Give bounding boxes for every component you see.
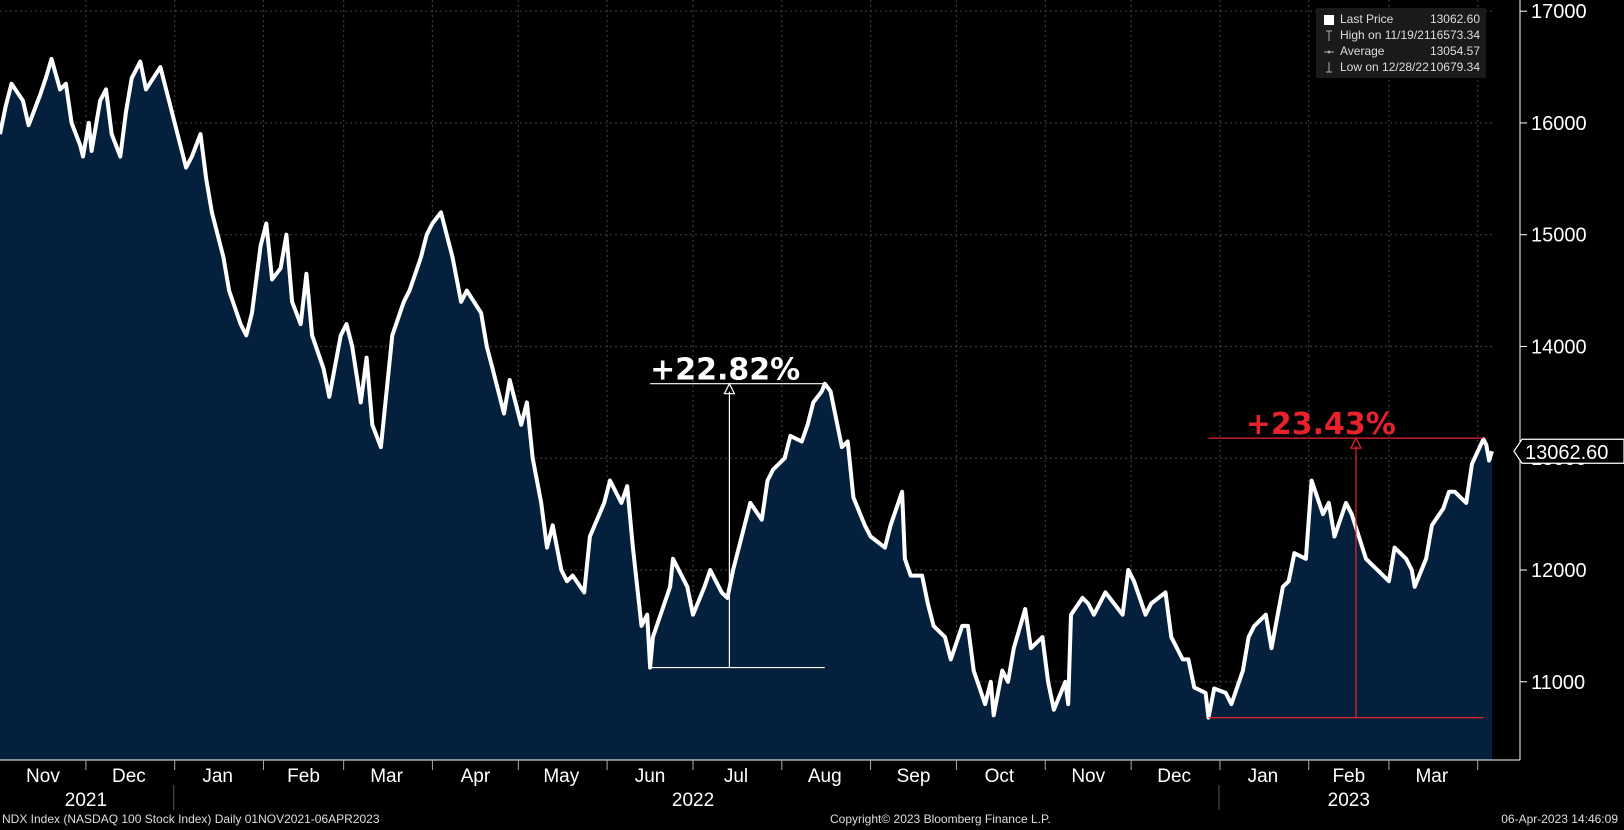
month-label: Oct (985, 766, 1015, 787)
legend-value: 10679.34 (1429, 60, 1480, 74)
year-label: 2021 (65, 790, 107, 811)
y-tick-label: 14000 (1531, 336, 1587, 358)
y-tick-label: 17000 (1531, 1, 1587, 23)
month-label: Sep (897, 766, 931, 787)
annotations: +22.82% +23.43% (650, 353, 1484, 719)
month-label: Dec (112, 766, 146, 787)
month-label: Jun (635, 766, 666, 787)
last-price-box (1513, 438, 1624, 464)
month-label: Apr (461, 766, 491, 787)
month-label: Feb (287, 766, 320, 787)
legend-value: 16573.34 (1429, 28, 1480, 42)
last-price-marker: 13062.60 (1513, 438, 1624, 464)
month-label: Aug (808, 766, 842, 787)
footer-security-info: NDX Index (NASDAQ 100 Stock Index) Daily… (2, 812, 380, 826)
y-tick-label: 12000 (1531, 560, 1587, 582)
month-label: Feb (1332, 766, 1365, 787)
month-label: Jan (202, 766, 233, 787)
high-marker-icon (1326, 30, 1332, 41)
month-label: Jan (1248, 766, 1279, 787)
month-label: Nov (1071, 766, 1105, 787)
y-tick-label: 16000 (1531, 113, 1587, 135)
average-marker-icon (1324, 50, 1334, 54)
annotation-arrowhead (1349, 436, 1362, 449)
legend-label: Low on 12/28/22 (1340, 60, 1429, 74)
year-label: 2023 (1328, 790, 1370, 811)
month-label: May (543, 766, 579, 787)
footer-timestamp: 06-Apr-2023 14:46:09 (1501, 812, 1618, 826)
month-label: Nov (26, 766, 60, 787)
legend-row-last-price: Last Price 13062.60 (1316, 12, 1486, 28)
month-label: Dec (1157, 766, 1191, 787)
y-tick-label: 11000 (1531, 672, 1585, 694)
price-area-fill (0, 58, 1492, 760)
chart-legend: Last Price 13062.60 High on 11/19/21 165… (1316, 8, 1486, 78)
square-marker-icon (1324, 15, 1334, 25)
month-label: Jul (724, 766, 748, 787)
year-label: 2022 (672, 790, 714, 811)
month-label: Mar (1415, 766, 1448, 787)
legend-label: High on 11/19/21 (1340, 28, 1431, 42)
annotation-arrowhead (723, 382, 736, 395)
price-line (0, 56, 1494, 720)
annotation-label: +23.43% (1246, 407, 1396, 442)
low-marker-icon (1326, 62, 1332, 73)
legend-row-low: Low on 12/28/22 10679.34 (1316, 60, 1486, 76)
last-price-label: 13062.60 (1525, 442, 1608, 464)
legend-row-high: High on 11/19/21 16573.34 (1316, 28, 1486, 44)
footer-copyright: Copyright© 2023 Bloomberg Finance L.P. (830, 812, 1051, 826)
y-tick-label: 15000 (1531, 225, 1587, 247)
legend-row-average: Average 13054.57 (1316, 44, 1486, 60)
legend-label: Average (1340, 44, 1385, 58)
legend-label: Last Price (1340, 12, 1394, 26)
legend-value: 13054.57 (1429, 44, 1480, 58)
x-axis: Nov Dec Jan Feb Mar Apr May Jun Jul Aug Sep Oct Nov D… (0, 759, 1520, 811)
annotation-label: +22.82% (650, 353, 800, 388)
legend-value: 13062.60 (1429, 12, 1480, 26)
month-label: Mar (370, 766, 403, 787)
